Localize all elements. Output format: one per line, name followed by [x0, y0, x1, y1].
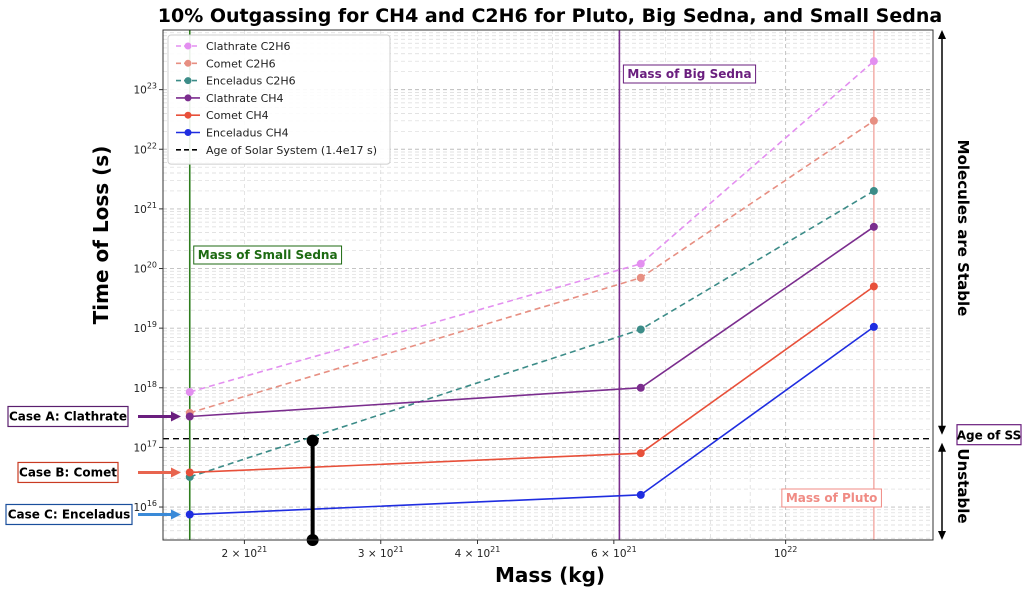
unstable-label: Unstable — [954, 448, 972, 523]
data-point — [869, 116, 878, 125]
legend-entry: Enceladus CH4 — [206, 127, 289, 140]
y-tick-label: 1022 — [133, 141, 157, 156]
legend-swatch-marker — [184, 59, 192, 67]
data-point — [185, 387, 194, 396]
data-point — [636, 490, 645, 499]
plot-frame — [162, 29, 934, 541]
legend-entry: Clathrate C2H6 — [206, 40, 291, 53]
unstable-arrow-head-top — [938, 442, 946, 452]
y-tick-label: 1018 — [133, 380, 157, 395]
case-box — [17, 461, 119, 484]
range-bar-top — [306, 434, 319, 447]
mass-label-box — [193, 245, 343, 265]
chart-title: 10% Outgassing for CH4 and C2H6 for Plut… — [158, 5, 942, 27]
x-axis-label: Mass (kg) — [495, 563, 605, 587]
stability-annotations: Molecules are Stable Unstable Age of SS — [938, 30, 1022, 540]
mass-label: Mass of Big Sedna — [627, 67, 751, 81]
age-ss-label: Age of SS — [957, 429, 1022, 443]
mass-label-box — [622, 64, 757, 84]
legend: Clathrate C2H6 Comet C2H6 Enceladus C2H6 Cl… — [167, 34, 391, 165]
data-point — [869, 222, 878, 231]
y-tick-label: 1023 — [133, 82, 157, 97]
data-point — [636, 383, 645, 392]
legend-entry: Clathrate CH4 — [206, 92, 284, 105]
mass-label: Mass of Small Sedna — [198, 248, 338, 262]
y-tick-label: 1016 — [133, 499, 157, 514]
case-label: Case B: Comet — [19, 465, 117, 479]
case-box — [5, 503, 133, 526]
series-line — [189, 326, 875, 516]
age-ss-box — [956, 424, 1022, 446]
case-box — [7, 405, 129, 428]
case-label: Case C: Enceladus — [8, 507, 131, 521]
data-point — [185, 468, 194, 477]
data-point — [185, 412, 194, 421]
legend-entry: Enceladus C2H6 — [206, 75, 296, 88]
stable-arrow-head-bottom — [938, 425, 946, 435]
data-point — [636, 259, 645, 268]
data-point — [869, 282, 878, 291]
legend-entry: Age of Solar System (1.4e17 s) — [206, 144, 377, 157]
mass-label-box — [781, 488, 882, 508]
case-arrowhead — [171, 411, 181, 422]
legend-swatch-marker — [184, 42, 192, 50]
legend-swatch-marker — [184, 129, 192, 136]
data-point — [185, 510, 194, 519]
series-line — [189, 285, 875, 474]
series-lines — [185, 57, 878, 546]
data-point — [636, 325, 645, 334]
axis-ticks: 1016 1017 1018 1019 1020 1021 1022 1023 2 × 1021… — [133, 82, 797, 560]
legend-entry: Comet CH4 — [206, 109, 269, 122]
legend-swatch-marker — [184, 111, 192, 119]
x-tick-label: 3 × 1021 — [358, 545, 404, 560]
y-tick-label: 1021 — [133, 201, 157, 216]
data-point — [636, 273, 645, 282]
legend-swatch-marker — [184, 77, 192, 85]
y-axis-label: Time of Loss (s) — [89, 146, 113, 325]
case-arrowhead — [171, 509, 181, 520]
legend-entry: Comet C2H6 — [206, 57, 276, 70]
legend-swatch-marker — [184, 94, 192, 102]
data-point — [636, 449, 645, 458]
legend-box — [167, 34, 391, 165]
data-point — [869, 186, 878, 195]
y-tick-label: 1017 — [133, 439, 157, 454]
stable-label: Molecules are Stable — [954, 140, 972, 317]
x-tick-label: 1022 — [774, 545, 798, 560]
annotation-labels: Mass of Small Sedna Mass of Big Sedna Mass… — [5, 64, 882, 526]
stable-arrow-head-top — [938, 30, 946, 39]
unstable-arrow-head-bottom — [938, 531, 946, 540]
x-tick-label: 2 × 1021 — [222, 545, 268, 560]
series-line — [189, 60, 875, 393]
x-tick-label: 6 × 1021 — [591, 545, 637, 560]
data-point — [869, 322, 878, 331]
series-line — [189, 120, 875, 414]
y-tick-label: 1020 — [133, 261, 157, 276]
data-point — [869, 57, 878, 66]
case-arrowhead — [171, 467, 181, 478]
y-tick-label: 1019 — [133, 320, 157, 335]
case-label: Case A: Clathrate — [9, 409, 127, 423]
x-tick-label: 4 × 1021 — [455, 545, 501, 560]
mass-label: Mass of Pluto — [786, 491, 878, 505]
